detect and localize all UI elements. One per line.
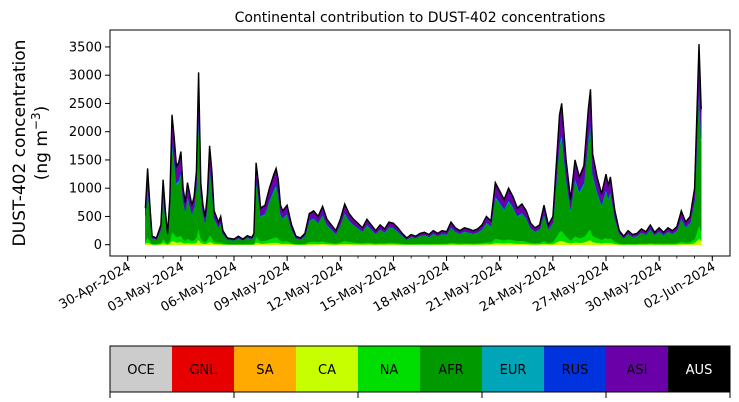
y-tick-label: 2000 xyxy=(69,125,102,140)
legend-label-asi: ASI xyxy=(627,363,648,378)
legend-swatch-eur xyxy=(482,346,544,392)
y-axis-label-sup: −3 xyxy=(29,112,43,130)
stacked-areas xyxy=(144,44,702,245)
legend-label-na: NA xyxy=(380,363,399,378)
area-aus xyxy=(145,44,702,240)
x-axis: 30-Apr-202403-May-202406-May-202409-May-… xyxy=(57,256,718,315)
y-axis-label-line1: DUST-402 concentration xyxy=(10,40,30,247)
y-tick-label: 2500 xyxy=(69,97,102,112)
legend-label-rus: RUS xyxy=(562,363,589,378)
legend-label-afr: AFR xyxy=(438,363,463,378)
legend-label-eur: EUR xyxy=(500,363,527,378)
legend-label-sa: SA xyxy=(256,363,273,378)
legend-swatch-na xyxy=(358,346,420,392)
y-tick-label: 1000 xyxy=(69,182,102,197)
legend-label-ca: CA xyxy=(318,363,336,378)
area-rus xyxy=(145,82,702,241)
legend-swatch-gnl xyxy=(172,346,234,392)
y-tick-label: 500 xyxy=(77,210,102,225)
y-tick-label: 3500 xyxy=(69,40,102,55)
y-axis-label-prefix: (ng m xyxy=(32,130,52,180)
legend-label-gnl: GNL xyxy=(189,363,217,378)
y-axis: 0 500 1000 1500 2000 2500 3000 3500 xyxy=(69,40,110,253)
legend-swatch-afr xyxy=(420,346,482,392)
y-tick-label: 3000 xyxy=(69,69,102,84)
y-axis-label: DUST-402 concentration (ng m−3) xyxy=(10,40,52,247)
legend-swatch-aus xyxy=(668,346,730,392)
legend-swatch-rus xyxy=(544,346,606,392)
y-axis-label-suffix: ) xyxy=(32,106,52,113)
plot-frame xyxy=(109,29,731,257)
legend-swatch-ca xyxy=(296,346,358,392)
legend-swatch-sa xyxy=(234,346,296,392)
legend-label-aus: AUS xyxy=(686,363,713,378)
area-asi xyxy=(145,48,702,241)
legend-swatch-oce xyxy=(110,346,172,392)
legend-label-oce: OCE xyxy=(127,363,155,378)
legend-colorbar: OCE GNL SA CA NA AFR EUR RUS ASI AUS xyxy=(109,345,731,398)
chart-title: Continental contribution to DUST-402 con… xyxy=(235,10,606,26)
y-axis-label-line2: (ng m−3) xyxy=(29,106,52,181)
y-tick-label: 0 xyxy=(94,238,102,253)
area-eur xyxy=(145,88,702,241)
legend-frame xyxy=(109,345,731,393)
legend-swatch-asi xyxy=(606,346,668,392)
total-line xyxy=(144,44,702,240)
y-tick-label: 1500 xyxy=(69,153,102,168)
